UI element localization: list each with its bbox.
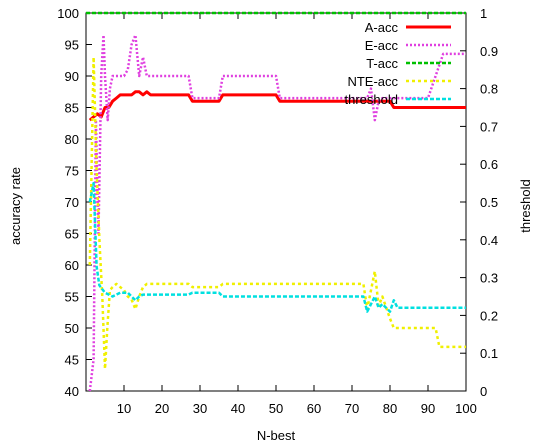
series-line-e-acc	[88, 33, 466, 392]
y2-tick-label: 0	[480, 384, 487, 399]
y2-axis-label: threshold	[518, 179, 533, 232]
y-tick-label: 100	[57, 6, 79, 21]
series-line-threshold	[88, 181, 466, 313]
axes: 40455055606570758085909510000.10.20.30.4…	[57, 6, 498, 416]
y-tick-label: 70	[65, 195, 79, 210]
y-tick-label: 85	[65, 101, 79, 116]
series-lines	[86, 11, 466, 392]
legend-label: threshold	[345, 92, 398, 107]
x-tick-label: 90	[421, 401, 435, 416]
y2-tick-label: 0.1	[480, 346, 498, 361]
legend-label: T-acc	[366, 56, 398, 71]
y-tick-label: 65	[65, 227, 79, 242]
legend-label: NTE-acc	[347, 74, 398, 89]
y2-tick-label: 0.8	[480, 82, 498, 97]
y-tick-label: 55	[65, 290, 79, 305]
legend-label: A-acc	[365, 20, 399, 35]
y2-tick-label: 0.4	[480, 233, 498, 248]
x-tick-label: 10	[117, 401, 131, 416]
y-tick-label: 90	[65, 69, 79, 84]
y2-tick-label: 0.3	[480, 271, 498, 286]
x-tick-label: 100	[455, 401, 477, 416]
legend-label: E-acc	[365, 38, 399, 53]
legend: A-acc E-acc T-acc NTE-acc threshold	[345, 20, 451, 107]
y-tick-label: 50	[65, 321, 79, 336]
series-line-a-acc	[88, 90, 466, 122]
y-tick-label: 95	[65, 38, 79, 53]
y-tick-label: 60	[65, 258, 79, 273]
series-line-nte-acc	[88, 55, 466, 371]
y-tick-label: 80	[65, 132, 79, 147]
plot-frame	[85, 12, 467, 392]
y-tick-label: 75	[65, 164, 79, 179]
x-tick-label: 70	[345, 401, 359, 416]
x-tick-label: 20	[155, 401, 169, 416]
y2-tick-label: 0.6	[480, 157, 498, 172]
y-tick-label: 40	[65, 384, 79, 399]
x-axis-label: N-best	[257, 428, 296, 443]
y2-tick-label: 0.5	[480, 195, 498, 210]
y2-tick-label: 0.2	[480, 308, 498, 323]
y-axis-label: accuracy rate	[8, 167, 23, 245]
x-tick-label: 60	[307, 401, 321, 416]
x-tick-label: 80	[383, 401, 397, 416]
x-tick-label: 50	[269, 401, 283, 416]
y2-tick-label: 1	[480, 6, 487, 21]
y2-tick-label: 0.7	[480, 119, 498, 134]
x-tick-label: 30	[193, 401, 207, 416]
y-tick-label: 45	[65, 353, 79, 368]
y2-tick-label: 0.9	[480, 44, 498, 59]
x-tick-label: 40	[231, 401, 245, 416]
